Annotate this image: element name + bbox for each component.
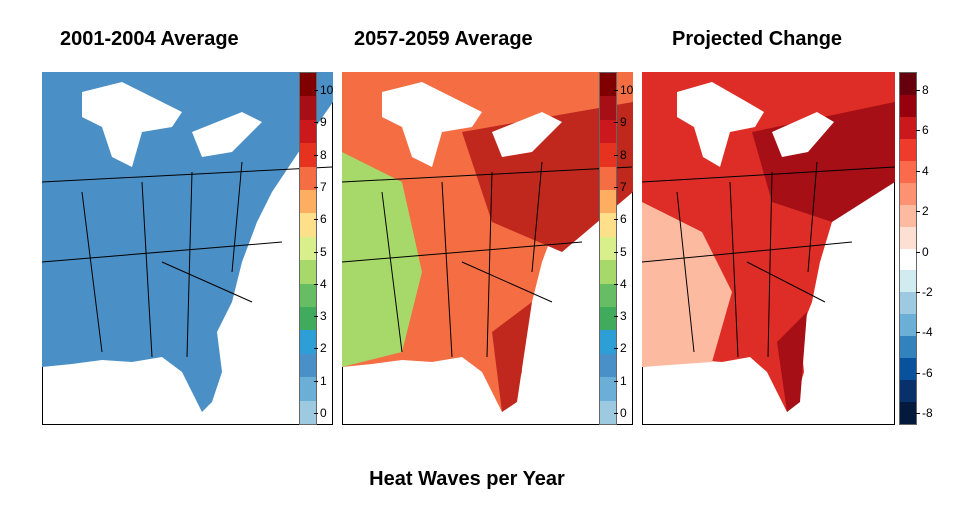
colorbar-swatch (300, 400, 316, 425)
colorbar-swatch (600, 119, 616, 144)
colorbar-swatch (900, 314, 916, 337)
colorbar-tick-label: 4 (916, 163, 929, 178)
colorbar-swatch (300, 166, 316, 191)
colorbar-swatch (900, 204, 916, 227)
colorbar-swatch (900, 73, 916, 95)
colorbar-swatch (900, 336, 916, 359)
colorbar-tick-label: 0 (916, 244, 929, 259)
colorbar-tick-label: 6 (614, 212, 627, 227)
colorbar-tick-label: 7 (314, 179, 327, 194)
colorbar-swatch (900, 182, 916, 205)
colorbar-swatch (600, 400, 616, 425)
colorbar-tick-label: 1 (314, 373, 327, 388)
colorbar-tick-label: 1 (614, 373, 627, 388)
colorbar-swatch (300, 330, 316, 354)
cool-region (342, 152, 422, 367)
colorbar-swatch (300, 119, 316, 144)
colorbar-swatch (600, 143, 616, 167)
colorbar-tick-label: 7 (614, 179, 627, 194)
colorbar-swatch (300, 190, 316, 214)
colorbar-swatch (600, 260, 616, 284)
colorbar-tick-label: 5 (614, 244, 627, 259)
colorbar-tick-label: 6 (916, 123, 929, 138)
colorbar-swatch (300, 96, 316, 120)
colorbar-swatch (300, 260, 316, 284)
hot-region (462, 102, 633, 412)
colorbar-tick-label: 8 (614, 147, 627, 162)
colorbar-swatch (600, 377, 616, 401)
colorbar-ticks-future: 10 9 8 7 6 5 4 3 2 1 0 (613, 72, 650, 425)
colorbar-swatch (900, 94, 916, 117)
colorbar-swatch (900, 138, 916, 161)
colorbar-tick-label: 0 (614, 406, 627, 420)
colorbar-swatch (300, 236, 316, 261)
colorbar-tick-label: 8 (314, 147, 327, 162)
colorbar-tick-label: -4 (916, 325, 933, 340)
colorbar-tick-label: 2 (614, 341, 627, 356)
colorbar-swatch (900, 270, 916, 293)
colorbar-swatch (900, 226, 916, 249)
colorbar-tick-label: 3 (314, 309, 327, 324)
colorbar-swatch (300, 73, 316, 97)
colorbar-tick-label: 5 (314, 244, 327, 259)
colorbar-tick-label: 3 (614, 309, 627, 324)
map-future (342, 72, 633, 425)
colorbar-swatch (900, 402, 916, 424)
dark-region (752, 102, 895, 412)
colorbar-swatch (300, 377, 316, 401)
lakes (82, 82, 262, 167)
colorbar-tick-label: 0 (314, 406, 327, 420)
colorbar-tick-label: 9 (614, 115, 627, 130)
colorbar-tick-label: 6 (314, 212, 327, 227)
lakes (677, 82, 834, 167)
state-borders (342, 161, 633, 358)
panel-title-change: Projected Change (672, 28, 843, 50)
figure-caption: Heat Waves per Year (369, 468, 565, 490)
colorbar-swatch (600, 307, 616, 331)
lakes (382, 82, 562, 167)
colorbar-tick-label: 2 (314, 341, 327, 356)
map-baseline (42, 72, 333, 425)
colorbar-swatch (900, 358, 916, 381)
colorbar-swatch (600, 283, 616, 308)
colorbar-swatch (300, 283, 316, 308)
colorbar-swatch (600, 353, 616, 378)
colorbar-tick-label: -6 (916, 365, 933, 380)
colorbar-swatch (900, 160, 916, 183)
colorbar-ticks-baseline: 10 9 8 7 6 5 4 3 2 1 0 (313, 72, 350, 425)
colorbar-swatch (600, 330, 616, 354)
colorbar-future (599, 72, 617, 425)
colorbar-swatch (900, 380, 916, 403)
colorbar-swatch (900, 116, 916, 139)
colorbar-change (899, 72, 917, 425)
colorbar-tick-label: 4 (614, 276, 627, 291)
state-borders (42, 161, 333, 358)
colorbar-tick-label: 8 (916, 83, 929, 97)
panel-title-future: 2057-2059 Average (354, 28, 533, 50)
colorbar-swatch (300, 353, 316, 378)
panel-title-baseline: 2001-2004 Average (60, 28, 239, 50)
map-change (642, 72, 933, 425)
colorbar-tick-label: -8 (916, 406, 933, 420)
colorbar-swatch (600, 73, 616, 97)
colorbar-tick-label: 4 (314, 276, 327, 291)
colorbar-swatch (300, 213, 316, 237)
colorbar-swatch (600, 236, 616, 261)
colorbar-tick-label: 9 (314, 115, 327, 130)
colorbar-tick-label: 10 (613, 83, 634, 97)
colorbar-tick-label: 10 (313, 83, 334, 97)
colorbar-ticks-change: 8 6 4 2 0 -2 -4 -6 -8 (916, 72, 952, 425)
colorbar-swatch (900, 292, 916, 315)
colorbar-swatch (300, 143, 316, 167)
colorbar-swatch (300, 307, 316, 331)
colorbar-swatch (600, 190, 616, 214)
colorbar-swatch (600, 213, 616, 237)
colorbar-tick-label: -2 (916, 284, 933, 299)
colorbar-swatch (600, 96, 616, 120)
colorbar-baseline (299, 72, 317, 425)
colorbar-swatch (600, 166, 616, 191)
colorbar-swatch (900, 248, 916, 271)
state-borders (642, 161, 895, 358)
colorbar-tick-label: 2 (916, 204, 929, 219)
